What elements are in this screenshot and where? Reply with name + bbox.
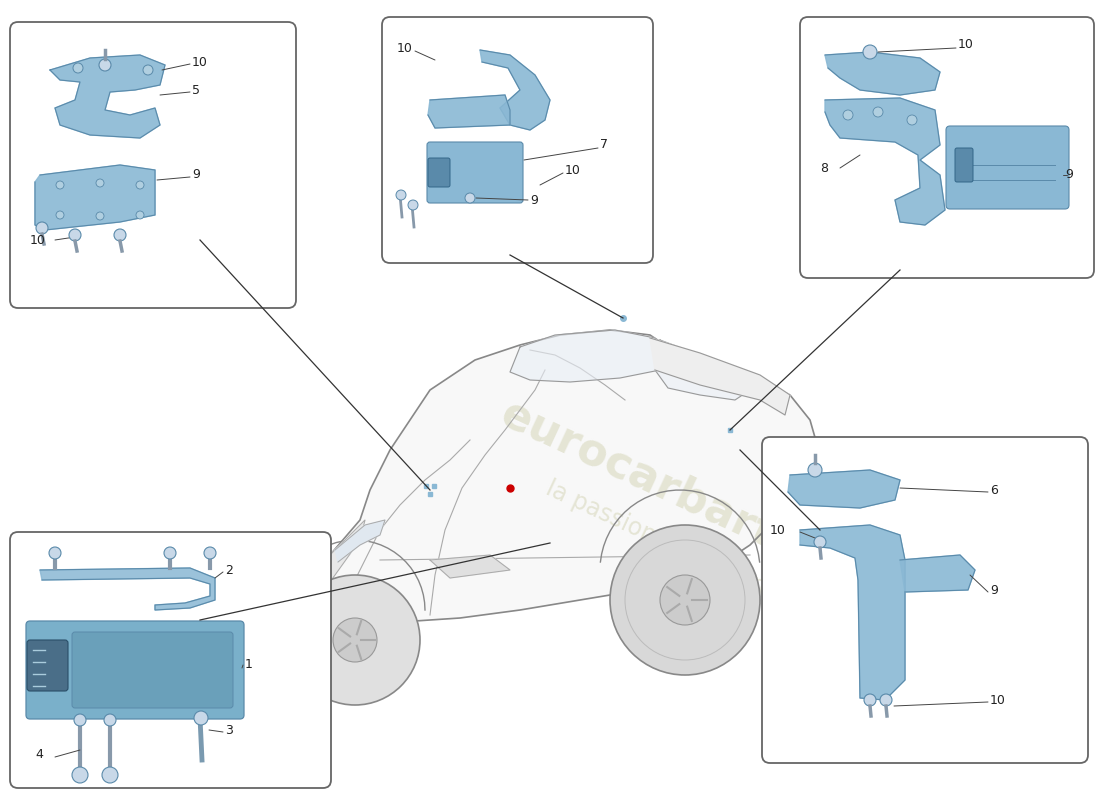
Circle shape bbox=[73, 63, 82, 73]
Text: 10: 10 bbox=[192, 55, 208, 69]
Circle shape bbox=[102, 767, 118, 783]
Polygon shape bbox=[50, 55, 165, 138]
Circle shape bbox=[843, 110, 852, 120]
FancyBboxPatch shape bbox=[72, 632, 233, 708]
Circle shape bbox=[74, 714, 86, 726]
Circle shape bbox=[99, 59, 111, 71]
Circle shape bbox=[408, 200, 418, 210]
Text: 2: 2 bbox=[226, 563, 233, 577]
Circle shape bbox=[69, 229, 81, 241]
Text: 9: 9 bbox=[192, 169, 200, 182]
Polygon shape bbox=[825, 98, 945, 225]
Text: 9: 9 bbox=[1065, 169, 1072, 182]
Text: 9: 9 bbox=[990, 583, 998, 597]
Polygon shape bbox=[825, 52, 940, 95]
Text: 10: 10 bbox=[30, 234, 46, 246]
Circle shape bbox=[143, 65, 153, 75]
Circle shape bbox=[96, 212, 104, 220]
Circle shape bbox=[660, 575, 710, 625]
Polygon shape bbox=[35, 165, 155, 230]
Text: 6: 6 bbox=[990, 483, 998, 497]
Circle shape bbox=[864, 694, 876, 706]
Circle shape bbox=[36, 222, 48, 234]
Text: 10: 10 bbox=[565, 163, 581, 177]
Text: 7: 7 bbox=[600, 138, 608, 151]
Circle shape bbox=[814, 536, 826, 548]
Circle shape bbox=[808, 463, 822, 477]
FancyBboxPatch shape bbox=[762, 437, 1088, 763]
Circle shape bbox=[396, 190, 406, 200]
Polygon shape bbox=[650, 338, 790, 415]
Polygon shape bbox=[336, 520, 385, 562]
Circle shape bbox=[908, 115, 917, 125]
Text: eurocarbarts: eurocarbarts bbox=[494, 392, 806, 568]
FancyBboxPatch shape bbox=[428, 158, 450, 187]
Circle shape bbox=[333, 618, 377, 662]
FancyBboxPatch shape bbox=[26, 621, 244, 719]
Circle shape bbox=[50, 547, 60, 559]
Polygon shape bbox=[510, 330, 660, 382]
FancyBboxPatch shape bbox=[800, 17, 1094, 278]
FancyBboxPatch shape bbox=[955, 148, 974, 182]
Circle shape bbox=[72, 767, 88, 783]
Polygon shape bbox=[295, 330, 820, 622]
FancyBboxPatch shape bbox=[382, 17, 653, 263]
FancyBboxPatch shape bbox=[10, 532, 331, 788]
Circle shape bbox=[610, 525, 760, 675]
Circle shape bbox=[100, 60, 110, 70]
Circle shape bbox=[114, 229, 126, 241]
Polygon shape bbox=[900, 555, 975, 592]
Circle shape bbox=[290, 575, 420, 705]
Circle shape bbox=[194, 711, 208, 725]
Circle shape bbox=[164, 547, 176, 559]
Polygon shape bbox=[800, 525, 905, 700]
Circle shape bbox=[864, 45, 877, 59]
Polygon shape bbox=[40, 568, 214, 610]
FancyBboxPatch shape bbox=[28, 640, 68, 691]
Text: 4: 4 bbox=[35, 749, 43, 762]
Text: 10: 10 bbox=[990, 694, 1005, 706]
Text: 10: 10 bbox=[770, 523, 785, 537]
Circle shape bbox=[136, 211, 144, 219]
Polygon shape bbox=[300, 520, 365, 612]
Polygon shape bbox=[428, 95, 510, 128]
Text: 10: 10 bbox=[397, 42, 412, 54]
Circle shape bbox=[56, 181, 64, 189]
Polygon shape bbox=[430, 555, 510, 578]
Text: 5: 5 bbox=[192, 83, 200, 97]
FancyBboxPatch shape bbox=[946, 126, 1069, 209]
Text: 3: 3 bbox=[226, 723, 233, 737]
Text: 1: 1 bbox=[245, 658, 253, 671]
Text: 9: 9 bbox=[530, 194, 538, 206]
Circle shape bbox=[880, 694, 892, 706]
FancyBboxPatch shape bbox=[10, 22, 296, 308]
FancyBboxPatch shape bbox=[427, 142, 522, 203]
Polygon shape bbox=[654, 340, 750, 400]
Polygon shape bbox=[788, 470, 900, 508]
Circle shape bbox=[136, 181, 144, 189]
Text: la passione di partire: la passione di partire bbox=[542, 477, 778, 603]
Circle shape bbox=[104, 714, 116, 726]
Circle shape bbox=[465, 193, 475, 203]
Circle shape bbox=[204, 547, 216, 559]
Circle shape bbox=[873, 107, 883, 117]
Circle shape bbox=[96, 179, 104, 187]
Polygon shape bbox=[480, 50, 550, 130]
Text: 8: 8 bbox=[820, 162, 828, 174]
Text: 10: 10 bbox=[958, 38, 974, 51]
Circle shape bbox=[56, 211, 64, 219]
